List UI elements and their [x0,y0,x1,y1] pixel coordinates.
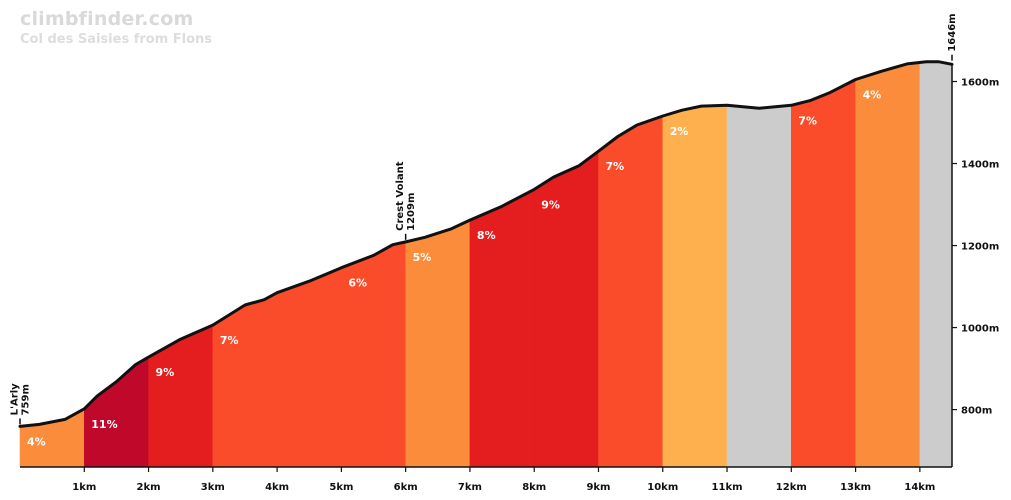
y-axis: 800m 1000m 1200m 1400m 1600m [951,64,999,467]
x-axis: 1km 2km 3km 4km 5km 6km 7km 8km 9km 10km 11km 12km 1… [20,466,952,493]
annotation-elevation-0: 759m [21,384,32,415]
chart-title: Col des Saisies from Flons [20,32,213,47]
segment-10 [726,105,792,468]
segment-1 [84,356,149,468]
segment-label-5: 5% [413,251,432,264]
segment-label-4: 6% [348,277,367,290]
y-tick-label-0: 800m [961,406,992,417]
segment-label-12: 4% [863,88,882,101]
profile-line-layer [18,60,954,428]
segment-label-7: 9% [541,198,560,211]
segment-9 [662,105,728,468]
x-tick-label-1: 2km [137,482,161,493]
segment-4 [341,241,406,468]
segment-label-1: 11% [91,418,117,431]
segment-12 [855,62,921,468]
segment-label-11: 7% [798,114,817,127]
segment-label-3: 7% [220,334,239,347]
annotations: L'Arly 759m Crest Volant 1209m 1646m [10,13,958,425]
x-tick-label-9: 10km [647,482,678,493]
x-tick-label-2: 3km [201,482,225,493]
x-tick-label-3: 4km [265,482,289,493]
annotation-name-0: L'Arly [10,383,21,416]
x-tick-label-6: 7km [458,482,482,493]
x-tick-label-8: 9km [586,482,610,493]
y-tick-label-2: 1200m [961,242,999,253]
x-tick-label-0: 1km [72,482,96,493]
segment-label-2: 9% [156,366,175,379]
x-tick-label-7: 8km [522,482,546,493]
segment-label-8: 7% [605,160,624,173]
annotation-name-1: Crest Volant [395,161,406,231]
y-tick-label-1: 1000m [961,324,999,335]
annotation-elevation-2: 1646m [947,13,958,51]
x-tick-label-11: 12km [776,482,807,493]
x-tick-label-12: 13km [840,482,871,493]
x-tick-label-13: 14km [904,482,935,493]
segment-11 [791,79,856,468]
segment-label-6: 8% [477,229,496,242]
segment-13 [919,61,953,468]
segment-label-9: 2% [670,125,689,138]
site-watermark: climbfinder.com [20,8,194,30]
segment-3 [212,267,342,468]
x-tick-label-10: 11km [712,482,743,493]
segment-label-0: 4% [27,435,46,448]
gradient-labels: 4% 11% 9% 7% 6% 5% 8% 9% 7% 2% 7% 4% [27,88,881,448]
profile-line [18,60,954,428]
gradient-segments [19,61,953,468]
x-tick-label-4: 5km [329,482,353,493]
y-tick-label-4: 1600m [961,78,999,89]
annotation-elevation-1: 1209m [406,193,417,231]
x-tick-label-5: 6km [394,482,418,493]
segment-2 [148,324,214,468]
y-tick-label-3: 1400m [961,160,999,171]
